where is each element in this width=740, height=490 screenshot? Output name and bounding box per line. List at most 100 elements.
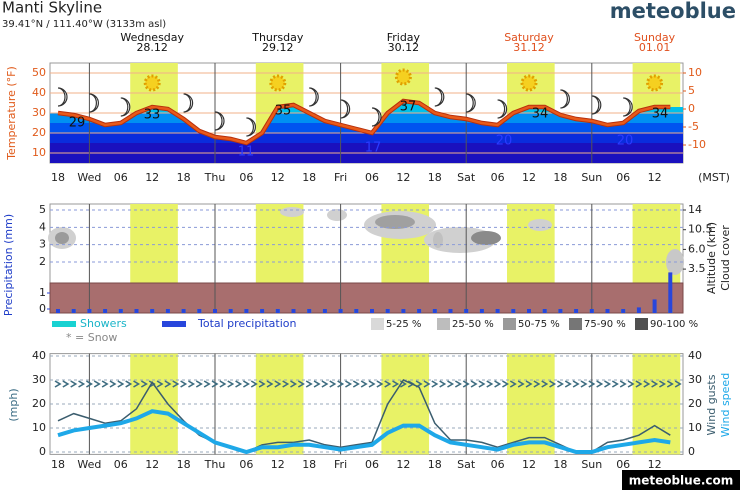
- precip-bar: [605, 309, 610, 313]
- wind-arrow: [227, 380, 235, 388]
- cloud-legend-swatch: [371, 318, 384, 330]
- x-tick-label: Sat: [457, 171, 476, 184]
- temperature-label: 34: [652, 107, 669, 122]
- moon-icon: [246, 117, 256, 137]
- x-tick-label: 18: [428, 458, 442, 471]
- wind-arrow: [235, 380, 243, 388]
- y-axis-label: Precipitation (mm): [2, 214, 15, 316]
- y2-tick-label: -5: [688, 120, 699, 133]
- x-tick-label: 12: [522, 171, 536, 184]
- x-tick-label: Wed: [77, 458, 101, 471]
- cloud-legend-label: 75-90 %: [584, 319, 626, 330]
- cloud-legend-label: 25-50 %: [452, 319, 494, 330]
- wind-arrow: [384, 380, 392, 388]
- precip-bar: [542, 309, 547, 313]
- wind-arrow: [313, 380, 321, 388]
- moon-icon: [623, 97, 633, 117]
- wind-arrow: [78, 380, 86, 388]
- y-tick-label: 2: [39, 255, 46, 268]
- wind-arrow: [604, 380, 612, 388]
- x-tick-label: 12: [145, 458, 159, 471]
- precip-bar: [636, 307, 641, 313]
- wind-arrow: [541, 380, 549, 388]
- y2-tick-label: 40: [688, 349, 702, 362]
- moon-icon: [340, 99, 351, 119]
- precip-bar: [574, 309, 579, 313]
- x-tick-label: 06: [491, 458, 505, 471]
- x-tick-label: Sun: [581, 171, 602, 184]
- x-tick-label: Sat: [457, 458, 476, 471]
- x-tick-label: 12: [145, 171, 159, 184]
- y-tick-label: 20: [32, 126, 46, 139]
- wind-arrow: [423, 380, 431, 388]
- wind-arrow: [290, 380, 298, 388]
- wind-arrow: [368, 380, 376, 388]
- wind-arrow: [454, 380, 462, 388]
- wind-arrow: [659, 380, 667, 388]
- y2-tick-label: 10.5: [688, 223, 713, 236]
- day-name: Thursday: [251, 31, 304, 44]
- wind-arrow: [62, 380, 70, 388]
- y2-tick-label: 5: [688, 84, 695, 97]
- x-tick-label: Fri: [334, 458, 347, 471]
- x-tick-label: 18: [302, 458, 316, 471]
- precip-bar: [621, 309, 626, 313]
- y-tick-label: 10: [32, 146, 46, 159]
- wind-arrow: [533, 380, 541, 388]
- wind-arrow: [337, 380, 345, 388]
- y-tick-label: 30: [32, 106, 46, 119]
- wind-arrow: [596, 380, 604, 388]
- day-date: 28.12: [136, 41, 168, 54]
- wind-arrow: [274, 380, 282, 388]
- day-date: 30.12: [388, 41, 420, 54]
- moon-icon: [120, 97, 131, 117]
- precip-bar: [479, 309, 484, 313]
- precip-bar: [589, 309, 594, 313]
- wind-arrow: [478, 380, 486, 388]
- precip-bar: [165, 309, 170, 313]
- wind-arrow: [564, 380, 572, 388]
- x-tick-label: 12: [522, 458, 536, 471]
- precip-bar: [228, 309, 233, 313]
- wind-arrow: [580, 380, 588, 388]
- y2-tick-label: 20: [688, 397, 702, 410]
- precip-bar: [87, 309, 92, 313]
- y2-axis-label: Altitude (km): [705, 222, 718, 294]
- precip-background: [49, 282, 684, 314]
- y-tick-label: 10: [32, 421, 46, 434]
- wind-arrow: [125, 380, 133, 388]
- wind-arrow: [549, 380, 557, 388]
- y-tick-label: 1: [39, 286, 46, 299]
- x-tick-label: Fri: [334, 171, 347, 184]
- wind-arrow: [509, 380, 517, 388]
- wind-arrow: [635, 380, 643, 388]
- wind-arrow: [502, 380, 510, 388]
- x-tick-label: 12: [396, 458, 410, 471]
- precip-bar: [338, 309, 343, 313]
- moon-icon: [214, 111, 225, 131]
- x-tick-label: 18: [177, 171, 191, 184]
- moon-icon: [560, 89, 570, 109]
- precip-bar: [401, 309, 406, 313]
- wind-arrow: [439, 380, 447, 388]
- y-tick-label: 0: [39, 302, 46, 315]
- wind-arrow: [172, 380, 180, 388]
- wind-arrow: [297, 380, 305, 388]
- moon-icon: [497, 99, 508, 119]
- moon-icon: [434, 87, 445, 107]
- precip-bar: [118, 309, 123, 313]
- sun-icon: [646, 74, 664, 92]
- y2-tick-label: 14: [688, 203, 702, 216]
- cloud-legend-swatch: [569, 318, 582, 330]
- wind-arrow: [101, 380, 109, 388]
- wind-arrow: [611, 380, 619, 388]
- cloud-cover: [55, 232, 69, 244]
- wind-arrow: [525, 380, 533, 388]
- cloud-cover: [280, 207, 304, 217]
- cloud-cover: [375, 215, 415, 229]
- wind-arrow: [376, 380, 384, 388]
- wind-arrow: [258, 380, 266, 388]
- precip-bar: [213, 309, 217, 313]
